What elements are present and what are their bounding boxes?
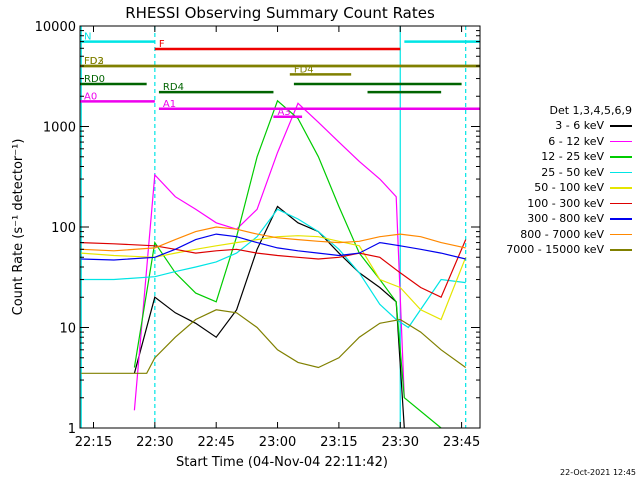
legend-swatch bbox=[610, 171, 632, 173]
series-line bbox=[81, 235, 467, 321]
legend-swatch bbox=[610, 202, 632, 204]
legend-label: 3 - 6 keV bbox=[555, 119, 604, 132]
series-line bbox=[81, 309, 467, 374]
x-tick-label: 23:00 bbox=[259, 435, 296, 450]
axes: 22:15 22:30 22:45 23:00 23:15 23:30 23:45 1 10 10… bbox=[35, 20, 481, 450]
x-tick-label: 22:30 bbox=[136, 435, 173, 450]
legend-item: 3 - 6 keV bbox=[477, 119, 632, 133]
legend-swatch bbox=[610, 156, 632, 158]
x-axis-label: Start Time (04-Nov-04 22:11:42) bbox=[176, 455, 388, 470]
legend-swatch bbox=[610, 233, 632, 235]
legend-item: 6 - 12 keV bbox=[477, 135, 632, 149]
state-bar-label: RD4 bbox=[163, 82, 184, 93]
timestamp: 22-Oct-2021 12:45 bbox=[560, 468, 636, 477]
state-bar-label: A3 bbox=[277, 107, 290, 118]
chart-title: RHESSI Observing Summary Count Rates bbox=[125, 4, 435, 22]
series-line bbox=[81, 226, 466, 252]
legend-label: 100 - 300 keV bbox=[527, 196, 604, 210]
state-bar-label: RD0 bbox=[84, 74, 105, 85]
x-tick-label: 22:45 bbox=[197, 435, 234, 450]
legend-label: 7000 - 15000 keV bbox=[506, 243, 604, 256]
state-bar-label: N bbox=[84, 32, 91, 43]
legend-item: 7000 - 15000 keV bbox=[477, 243, 632, 257]
series-line bbox=[81, 239, 467, 299]
x-tick-label: 22:15 bbox=[75, 435, 112, 450]
state-bar-label: A0 bbox=[84, 91, 97, 102]
legend-label: 6 - 12 keV bbox=[548, 134, 604, 148]
legend-label: 50 - 100 keV bbox=[534, 181, 604, 194]
legend-item: 12 - 25 keV bbox=[477, 150, 632, 164]
y-axis-label: Count Rate (s⁻¹ detector⁻¹) bbox=[11, 139, 26, 316]
legend-item: 300 - 800 keV bbox=[477, 212, 632, 226]
legend-swatch bbox=[610, 249, 632, 251]
legend-label: 300 - 800 keV bbox=[527, 212, 604, 225]
legend-swatch bbox=[610, 187, 632, 189]
legend-label: 25 - 50 keV bbox=[541, 165, 604, 179]
legend-item: 25 - 50 keV bbox=[477, 166, 632, 180]
y-tick-label: 100 bbox=[51, 221, 76, 236]
state-bar-label: FD4 bbox=[294, 64, 314, 75]
x-tick-label: 23:30 bbox=[382, 435, 419, 450]
legend-label: 12 - 25 keV bbox=[541, 150, 604, 163]
series-line bbox=[133, 102, 405, 411]
y-tick-label: 10000 bbox=[35, 20, 76, 35]
legend-swatch bbox=[610, 140, 632, 142]
x-tick-label: 23:15 bbox=[320, 435, 357, 450]
state-bar-label: F bbox=[159, 39, 165, 50]
legend-item: 50 - 100 keV bbox=[477, 181, 632, 195]
legend-swatch bbox=[610, 218, 632, 220]
y-tick-label: 1 bbox=[68, 422, 76, 437]
y-tick-label: 1000 bbox=[43, 121, 76, 136]
state-bar-label: FD2 bbox=[84, 56, 104, 67]
y-tick-label: 10 bbox=[59, 322, 76, 337]
state-bar-label: A1 bbox=[163, 99, 176, 110]
legend-label: 800 - 7000 keV bbox=[520, 227, 604, 241]
series-line bbox=[133, 205, 405, 429]
legend-title: Det 1,3,4,5,6,9 bbox=[549, 104, 632, 117]
legend-swatch bbox=[610, 125, 632, 127]
x-tick-label: 23:45 bbox=[443, 435, 480, 450]
series-line bbox=[81, 208, 466, 329]
legend-item: 100 - 300 keV bbox=[477, 197, 632, 211]
legend-item: 800 - 7000 keV bbox=[477, 228, 632, 242]
state-bar-label: FD3 bbox=[84, 56, 104, 67]
series-line bbox=[81, 233, 466, 261]
